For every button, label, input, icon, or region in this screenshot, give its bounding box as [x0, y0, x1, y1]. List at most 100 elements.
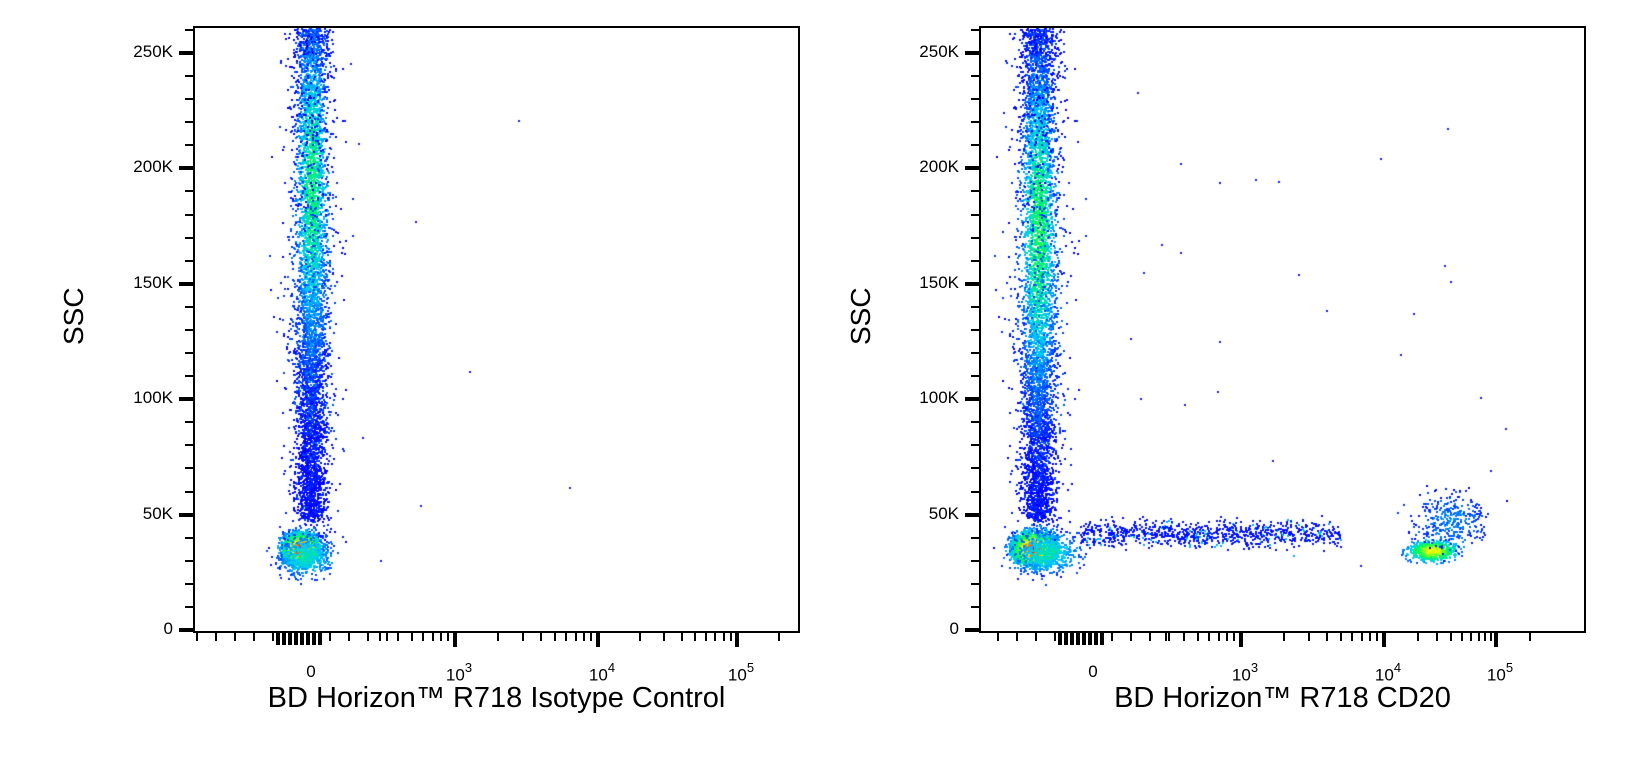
y-minor-tick — [185, 213, 193, 216]
y-axis-label: SSC — [845, 287, 876, 345]
x-minor-tick — [1226, 633, 1229, 641]
y-minor-tick — [971, 236, 979, 239]
y-tick-label: 50K — [928, 503, 959, 523]
x-tick-label: 105 — [727, 660, 755, 685]
y-minor-tick — [971, 121, 979, 124]
x-major-tick — [596, 633, 600, 647]
y-tick-label: 200K — [919, 157, 959, 177]
y-tick-label: 200K — [133, 157, 173, 177]
y-minor-tick — [971, 559, 979, 562]
y-tick-label: 100K — [919, 388, 959, 408]
x-minor-tick — [1183, 633, 1186, 641]
x-minor-tick — [1308, 633, 1311, 641]
y-minor-tick — [185, 144, 193, 147]
y-minor-tick — [185, 121, 193, 124]
y-major-tick — [965, 51, 979, 55]
y-minor-tick — [971, 444, 979, 447]
x-tick-label: 103 — [1231, 660, 1259, 685]
y-minor-tick — [185, 490, 193, 493]
x-minor-tick — [1339, 633, 1342, 641]
x-minor-tick — [1111, 633, 1113, 641]
x-minor-tick — [253, 633, 255, 641]
x-minor-tick — [329, 633, 331, 641]
plot-area — [979, 26, 1586, 633]
y-minor-tick — [971, 490, 979, 493]
x-minor-tick — [1351, 633, 1354, 641]
y-minor-tick — [185, 421, 193, 424]
x-minor-tick — [777, 633, 780, 641]
x-minor-tick — [1470, 633, 1473, 641]
x-minor-tick — [1165, 633, 1168, 641]
x-tick-label: 103 — [445, 660, 473, 685]
x-major-tick — [453, 633, 457, 647]
y-minor-tick — [185, 467, 193, 470]
x-minor-tick — [1376, 633, 1379, 641]
x-minor-tick — [1436, 633, 1439, 641]
x-tick-label: 104 — [1374, 660, 1402, 685]
x-minor-tick — [1073, 633, 1075, 641]
y-major-tick — [179, 51, 193, 55]
x-minor-tick — [1233, 633, 1236, 641]
x-minor-tick — [540, 633, 543, 641]
x-minor-tick — [1484, 633, 1487, 641]
y-minor-tick — [185, 328, 193, 331]
x-minor-tick — [1054, 633, 1056, 641]
y-minor-tick — [971, 75, 979, 78]
y-minor-tick — [185, 190, 193, 193]
y-minor-tick — [971, 213, 979, 216]
y-minor-tick — [971, 328, 979, 331]
x-zero-region-ticks — [276, 633, 324, 645]
x-minor-tick — [714, 633, 717, 641]
x-minor-tick — [215, 633, 217, 641]
y-minor-tick — [185, 605, 193, 608]
x-minor-tick — [1130, 633, 1132, 641]
x-minor-tick — [1360, 633, 1363, 641]
x-minor-tick — [1369, 633, 1372, 641]
x-minor-tick — [379, 633, 382, 641]
y-minor-tick — [185, 536, 193, 539]
x-minor-tick — [1477, 633, 1480, 641]
y-minor-tick — [971, 28, 979, 31]
y-minor-tick — [185, 352, 193, 355]
x-minor-tick — [997, 633, 999, 641]
y-minor-tick — [185, 75, 193, 78]
x-tick-label: 105 — [1486, 660, 1514, 685]
x-minor-tick — [680, 633, 683, 641]
y-tick-label: 150K — [919, 272, 959, 292]
x-minor-tick — [705, 633, 708, 641]
y-minor-tick — [971, 582, 979, 585]
x-minor-tick — [583, 633, 586, 641]
x-minor-tick — [722, 633, 725, 641]
x-minor-tick — [1489, 633, 1492, 641]
x-minor-tick — [1326, 633, 1329, 641]
x-minor-tick — [397, 633, 400, 641]
y-minor-tick — [185, 98, 193, 101]
y-major-tick — [179, 281, 193, 286]
x-zero-region-ticks — [1058, 633, 1106, 645]
x-minor-tick — [694, 633, 697, 641]
y-minor-tick — [971, 352, 979, 355]
y-minor-tick — [185, 582, 193, 585]
y-major-tick — [179, 397, 193, 402]
x-minor-tick — [590, 633, 593, 641]
y-minor-tick — [971, 259, 979, 262]
x-minor-tick — [1016, 633, 1018, 641]
x-minor-tick — [1283, 633, 1286, 641]
y-minor-tick — [971, 421, 979, 424]
x-minor-tick — [234, 633, 236, 641]
x-minor-tick — [196, 633, 198, 641]
y-major-tick — [965, 166, 979, 171]
y-minor-tick — [971, 375, 979, 378]
y-minor-tick — [185, 236, 193, 239]
x-minor-tick — [522, 633, 525, 641]
y-major-tick — [179, 512, 193, 517]
y-tick-label: 0 — [949, 619, 959, 638]
x-axis-label: BD Horizon™ R718 CD20 — [1114, 682, 1451, 714]
y-minor-tick — [185, 559, 193, 562]
x-major-tick — [1494, 633, 1498, 647]
y-major-tick — [965, 512, 979, 517]
panel-isotype: SSC 0 50K 100K 150K 200K 250K 0 103 104 105 BD H… — [0, 0, 820, 775]
x-major-tick — [735, 633, 739, 647]
y-major-tick — [965, 628, 979, 632]
x-minor-tick — [729, 633, 732, 641]
